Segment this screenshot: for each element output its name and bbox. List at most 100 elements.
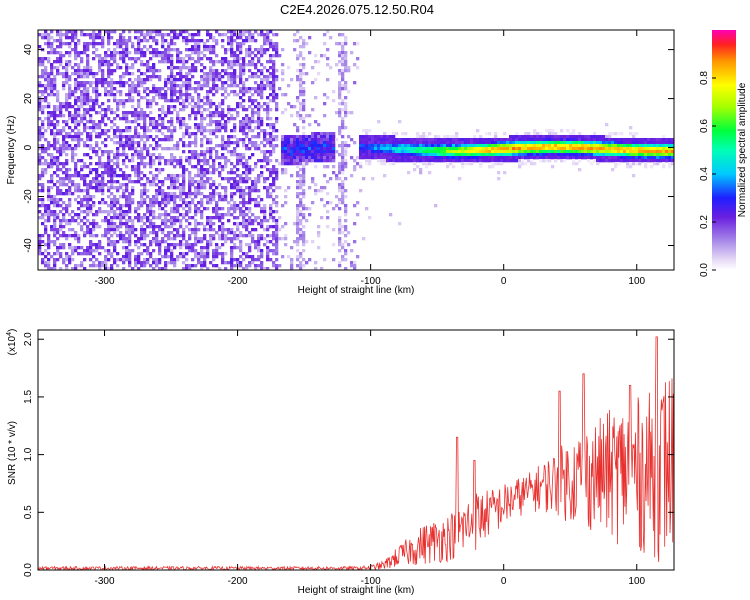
spectrogram-cell: [212, 72, 216, 76]
spectrogram-cell: [470, 138, 474, 142]
spectrogram-cell: [173, 81, 177, 85]
spectrogram-cell: [137, 114, 141, 118]
spectrogram-cell: [617, 138, 621, 142]
spectrogram-cell: [554, 144, 558, 148]
spectrogram-cell: [110, 36, 114, 40]
spectrogram-cell: [428, 138, 432, 142]
spectrogram-cell: [38, 252, 42, 256]
spectrogram-cell: [593, 159, 597, 163]
spectrogram-cell: [152, 249, 156, 253]
spectrogram-cell: [194, 249, 198, 253]
spectrogram-cell: [113, 153, 117, 157]
spectrogram-cell: [230, 63, 234, 67]
spectrogram-cell: [197, 129, 201, 133]
spectrogram-cell: [464, 156, 468, 160]
spectrogram-cell: [74, 147, 78, 151]
spectrogram-cell: [128, 135, 132, 139]
spectrogram-cell: [455, 138, 459, 142]
spectrogram-cell: [140, 30, 144, 34]
spectrogram-cell: [197, 258, 201, 262]
spectrogram-cell: [341, 63, 345, 67]
spectrogram-cell: [170, 36, 174, 40]
spectrogram-cell: [461, 147, 465, 151]
spectrogram-cell: [83, 177, 87, 181]
spectrogram-cell: [341, 189, 345, 193]
spectrogram-cell: [86, 75, 90, 79]
spectrogram-cell: [98, 60, 102, 64]
spectrogram-cell: [146, 225, 150, 229]
spectrogram-cell: [293, 150, 297, 154]
spectrogram-cell: [266, 195, 270, 199]
spectrogram-cell: [188, 264, 192, 268]
spectrogram-cell: [77, 72, 81, 76]
spectrogram-cell: [323, 135, 327, 139]
spectrogram-cell: [254, 141, 258, 145]
spectrogram-cell: [401, 132, 405, 136]
spectrogram-cell: [149, 207, 153, 211]
spectrogram-cell: [248, 54, 252, 58]
spectrogram-cell: [248, 105, 252, 109]
spectrogram-cell: [134, 153, 138, 157]
spectrogram-cell: [581, 153, 585, 157]
spectrogram-cell: [242, 171, 246, 175]
spectrogram-cell: [197, 159, 201, 163]
spectrogram-cell: [413, 144, 417, 148]
spectrogram-cell: [77, 216, 81, 220]
spectrogram-cell: [167, 219, 171, 223]
spectrogram-cell: [320, 153, 324, 157]
spectrogram-cell: [122, 141, 126, 145]
spectrogram-cell: [62, 201, 66, 205]
spectrogram-cell: [86, 219, 90, 223]
spectrogram-cell: [83, 252, 87, 256]
spectrogram-cell: [191, 96, 195, 100]
spectrogram-cell: [203, 234, 207, 238]
spectrogram-cell: [59, 267, 63, 270]
spectrogram-cell: [101, 201, 105, 205]
spectrogram-cell: [167, 48, 171, 52]
spectrogram-cell: [224, 33, 228, 37]
spectrogram-cell: [47, 165, 51, 169]
spectrogram-cell: [491, 159, 495, 163]
spectrogram-cell: [245, 213, 249, 217]
spectrogram-cell: [482, 159, 486, 163]
spectrogram-cell: [221, 156, 225, 160]
spectrogram-cell: [122, 171, 126, 175]
spectrogram-cell: [239, 234, 243, 238]
spectrogram-cell: [233, 192, 237, 196]
spectrogram-cell: [392, 132, 396, 136]
spectrogram-cell: [134, 255, 138, 259]
spectrogram-cell: [614, 132, 618, 136]
spectrogram-cell: [272, 75, 276, 79]
spectrogram-cell: [194, 210, 198, 214]
spectrogram-cell: [302, 189, 306, 193]
spectrogram-cell: [317, 144, 321, 148]
spectrogram-cell: [188, 69, 192, 73]
spectrogram-cell: [158, 225, 162, 229]
spectrogram-cell: [119, 234, 123, 238]
spectrogram-cell: [53, 195, 57, 199]
spectrogram-cell: [338, 201, 342, 205]
spectrogram-cell: [155, 42, 159, 46]
spectrogram-cell: [122, 135, 126, 139]
spectrogram-cell: [92, 129, 96, 133]
spectrogram-cell: [260, 129, 264, 133]
spectrogram-cell: [131, 99, 135, 103]
spectrogram-cell: [491, 156, 495, 160]
spectrogram-cell: [65, 189, 69, 193]
spectrogram-cell: [185, 87, 189, 91]
spectrogram-cell: [539, 132, 543, 136]
spectrogram-cell: [125, 39, 129, 43]
spectrogram-cell: [533, 147, 537, 151]
spectrogram-cell: [296, 99, 300, 103]
spectrogram-cell: [89, 252, 93, 256]
spectrogram-cell: [206, 102, 210, 106]
spectrogram-cell: [296, 240, 300, 244]
spectrogram-cell: [524, 162, 528, 166]
spectrogram-cell: [266, 105, 270, 109]
spectrogram-cell: [137, 246, 141, 250]
spectrogram-cell: [269, 42, 273, 46]
spectrogram-cell: [353, 42, 357, 46]
spectrogram-cell: [200, 126, 204, 130]
spectrogram-cell: [248, 45, 252, 49]
spectrogram-cell: [107, 174, 111, 178]
